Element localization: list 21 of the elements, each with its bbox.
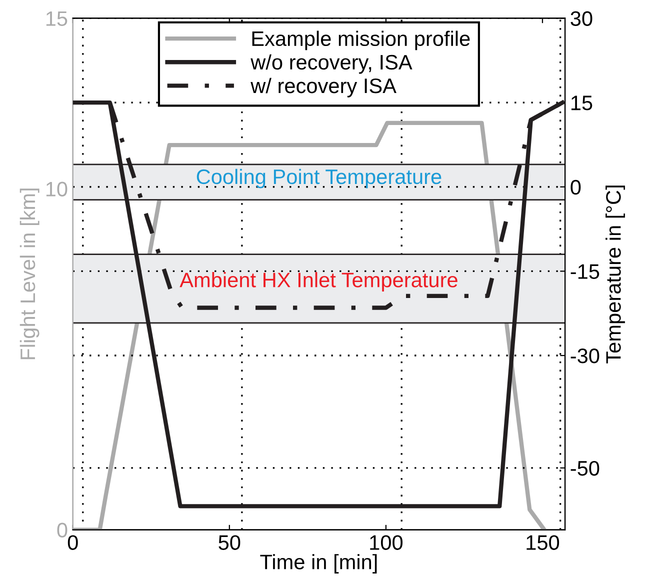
x-axis-title: Time in [min] <box>260 554 377 574</box>
band-label: Ambient HX Inlet Temperature <box>180 272 458 292</box>
y2-tick-label: 30 <box>570 11 592 26</box>
y-tick-label: 10 <box>46 182 68 196</box>
legend-label: w/o recovery, ISA <box>250 54 412 74</box>
x-tick-label: 50 <box>218 535 240 550</box>
x-tick-label: 100 <box>370 535 403 550</box>
legend-label: Example mission profile <box>252 30 470 50</box>
y-tick-label: 15 <box>46 11 68 26</box>
y2-tick-label: 15 <box>571 96 592 110</box>
y2-tick-label: -30 <box>570 348 600 364</box>
legend-label: w/ recovery ISA <box>250 78 396 98</box>
y2-tick-label: -15 <box>570 264 600 279</box>
y2-axis-title: Temperature in [°C] <box>606 186 625 364</box>
y-tick-label: 0 <box>57 522 68 538</box>
band-label: Cooling Point Temperature <box>196 168 442 188</box>
y-axis-title: Flight Level in [km] <box>20 188 40 360</box>
x-tick-label: 0 <box>68 535 78 550</box>
y2-tick-label: 0 <box>570 180 581 195</box>
y2-tick-label: -50 <box>570 460 600 476</box>
x-tick-label: 150 <box>526 535 560 550</box>
